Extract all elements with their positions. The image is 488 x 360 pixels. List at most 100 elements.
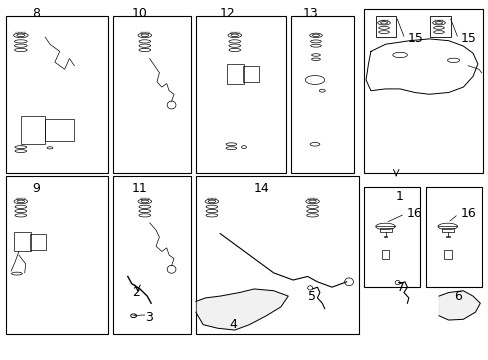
Ellipse shape bbox=[205, 205, 217, 208]
Ellipse shape bbox=[380, 22, 386, 24]
Ellipse shape bbox=[378, 26, 388, 29]
Ellipse shape bbox=[378, 31, 388, 33]
Ellipse shape bbox=[15, 210, 27, 213]
Ellipse shape bbox=[139, 214, 150, 217]
Bar bbox=[226, 64, 244, 84]
Bar bbox=[429, 17, 450, 37]
Bar bbox=[45, 119, 74, 141]
Ellipse shape bbox=[14, 33, 28, 38]
Bar bbox=[196, 16, 285, 173]
Ellipse shape bbox=[311, 54, 320, 56]
Bar bbox=[6, 16, 108, 173]
Ellipse shape bbox=[392, 52, 407, 58]
Ellipse shape bbox=[310, 40, 321, 43]
Bar bbox=[196, 176, 358, 334]
Ellipse shape bbox=[139, 48, 150, 51]
Ellipse shape bbox=[309, 33, 322, 37]
Text: 7: 7 bbox=[396, 281, 404, 294]
Bar bbox=[444, 249, 451, 258]
Polygon shape bbox=[366, 39, 477, 94]
Ellipse shape bbox=[228, 40, 240, 43]
Ellipse shape bbox=[312, 34, 319, 36]
Ellipse shape bbox=[138, 33, 151, 38]
Ellipse shape bbox=[225, 143, 236, 146]
Polygon shape bbox=[196, 289, 287, 330]
Ellipse shape bbox=[139, 210, 150, 213]
Ellipse shape bbox=[306, 214, 318, 217]
Ellipse shape bbox=[433, 31, 444, 33]
Text: 9: 9 bbox=[32, 183, 40, 195]
Ellipse shape bbox=[204, 199, 218, 204]
Text: 11: 11 bbox=[132, 183, 147, 195]
Ellipse shape bbox=[12, 272, 22, 275]
Ellipse shape bbox=[306, 210, 318, 213]
Text: 10: 10 bbox=[132, 8, 147, 21]
Text: 15: 15 bbox=[407, 32, 423, 45]
Text: 16: 16 bbox=[460, 207, 476, 220]
Ellipse shape bbox=[227, 33, 241, 38]
Ellipse shape bbox=[432, 21, 445, 25]
Ellipse shape bbox=[141, 34, 148, 37]
Ellipse shape bbox=[17, 200, 24, 203]
Ellipse shape bbox=[15, 48, 27, 51]
Ellipse shape bbox=[205, 214, 217, 217]
Ellipse shape bbox=[375, 223, 394, 230]
Text: 12: 12 bbox=[219, 8, 235, 21]
Ellipse shape bbox=[139, 205, 150, 208]
Bar bbox=[363, 187, 419, 287]
Ellipse shape bbox=[17, 34, 25, 37]
Ellipse shape bbox=[230, 34, 238, 37]
Text: 3: 3 bbox=[144, 311, 152, 324]
Bar bbox=[30, 234, 45, 249]
Ellipse shape bbox=[310, 44, 321, 47]
Ellipse shape bbox=[14, 199, 28, 204]
Ellipse shape bbox=[208, 200, 215, 203]
Polygon shape bbox=[438, 291, 479, 320]
Bar bbox=[379, 228, 391, 232]
Ellipse shape bbox=[311, 58, 320, 60]
Bar bbox=[113, 16, 191, 173]
Bar bbox=[363, 9, 482, 173]
Text: 16: 16 bbox=[406, 207, 421, 220]
Ellipse shape bbox=[15, 150, 27, 153]
Ellipse shape bbox=[306, 205, 318, 208]
Ellipse shape bbox=[377, 21, 389, 25]
Ellipse shape bbox=[15, 205, 27, 208]
Ellipse shape bbox=[225, 147, 236, 150]
Ellipse shape bbox=[139, 40, 150, 43]
Ellipse shape bbox=[15, 44, 27, 47]
Text: 4: 4 bbox=[229, 318, 237, 331]
Text: 1: 1 bbox=[395, 190, 403, 203]
Ellipse shape bbox=[141, 200, 148, 203]
Ellipse shape bbox=[138, 199, 151, 204]
Bar bbox=[375, 17, 395, 37]
Ellipse shape bbox=[228, 48, 240, 51]
Bar bbox=[425, 187, 481, 287]
Bar bbox=[21, 116, 45, 144]
Ellipse shape bbox=[435, 22, 442, 24]
Ellipse shape bbox=[305, 199, 319, 204]
Ellipse shape bbox=[15, 146, 27, 149]
Text: 8: 8 bbox=[32, 8, 41, 21]
Ellipse shape bbox=[139, 44, 150, 47]
Ellipse shape bbox=[228, 44, 240, 47]
Text: 15: 15 bbox=[460, 32, 476, 45]
Text: 6: 6 bbox=[453, 289, 462, 303]
Text: 2: 2 bbox=[132, 286, 140, 299]
Text: 14: 14 bbox=[253, 183, 269, 195]
Bar bbox=[6, 176, 108, 334]
Ellipse shape bbox=[15, 214, 27, 217]
Ellipse shape bbox=[433, 26, 444, 29]
Bar bbox=[243, 66, 258, 82]
Ellipse shape bbox=[447, 58, 459, 63]
Text: 5: 5 bbox=[307, 289, 315, 303]
Ellipse shape bbox=[15, 40, 27, 43]
Bar bbox=[14, 232, 31, 251]
Ellipse shape bbox=[205, 210, 217, 213]
Bar bbox=[441, 228, 453, 232]
Bar bbox=[113, 176, 191, 334]
Bar bbox=[290, 16, 353, 173]
Ellipse shape bbox=[437, 223, 457, 230]
Ellipse shape bbox=[308, 200, 316, 203]
Text: 13: 13 bbox=[302, 8, 317, 21]
